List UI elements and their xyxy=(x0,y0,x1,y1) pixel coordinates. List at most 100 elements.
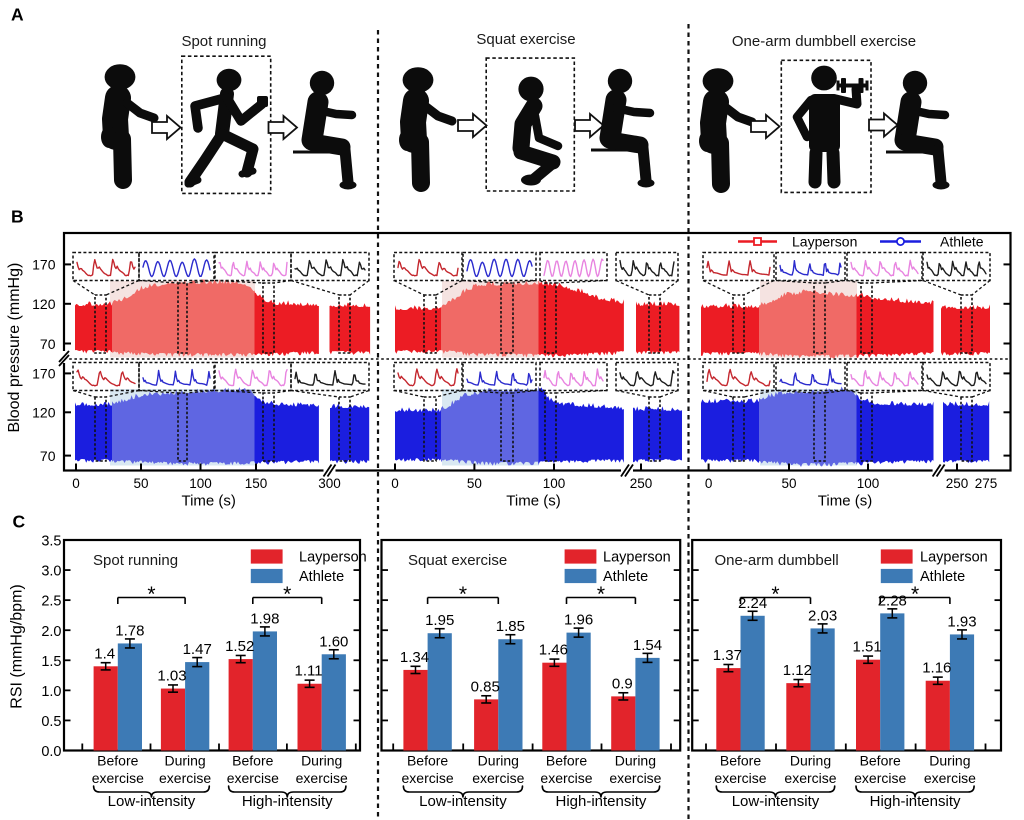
svg-text:120: 120 xyxy=(32,296,56,312)
svg-text:exercise: exercise xyxy=(609,770,661,786)
svg-text:During: During xyxy=(301,753,342,769)
svg-text:High-intensity: High-intensity xyxy=(870,793,961,810)
svg-text:250: 250 xyxy=(630,476,653,491)
svg-text:50: 50 xyxy=(133,476,148,491)
svg-text:1.0: 1.0 xyxy=(41,684,61,700)
svg-text:Before: Before xyxy=(232,753,273,769)
svg-text:50: 50 xyxy=(467,476,482,491)
svg-text:275: 275 xyxy=(975,476,998,491)
svg-text:exercise: exercise xyxy=(296,770,348,786)
svg-text:100: 100 xyxy=(543,476,566,491)
svg-text:1.11: 1.11 xyxy=(295,663,323,680)
svg-text:exercise: exercise xyxy=(854,770,906,786)
svg-text:1.5: 1.5 xyxy=(41,654,61,670)
svg-text:1.47: 1.47 xyxy=(183,641,212,658)
svg-text:0: 0 xyxy=(705,476,713,491)
svg-text:Athlete: Athlete xyxy=(299,569,344,585)
svg-text:Layperson: Layperson xyxy=(920,550,988,566)
svg-text:100: 100 xyxy=(857,476,880,491)
svg-text:Layperson: Layperson xyxy=(792,234,857,250)
svg-text:100: 100 xyxy=(189,476,212,491)
svg-text:0: 0 xyxy=(72,476,80,491)
svg-text:0.85: 0.85 xyxy=(471,678,500,695)
svg-text:exercise: exercise xyxy=(540,770,592,786)
svg-text:1.03: 1.03 xyxy=(157,668,186,685)
svg-text:A: A xyxy=(11,5,24,25)
svg-text:Layperson: Layperson xyxy=(603,550,671,566)
svg-text:3.0: 3.0 xyxy=(41,564,61,580)
svg-text:Low-intensity: Low-intensity xyxy=(108,793,196,810)
svg-text:2.03: 2.03 xyxy=(808,607,837,624)
svg-text:exercise: exercise xyxy=(92,770,144,786)
svg-text:1.52: 1.52 xyxy=(225,638,254,655)
svg-text:*: * xyxy=(147,583,155,606)
svg-text:exercise: exercise xyxy=(472,770,524,786)
svg-text:B: B xyxy=(11,207,24,227)
svg-text:1.54: 1.54 xyxy=(633,637,662,654)
svg-text:2.24: 2.24 xyxy=(738,595,767,612)
svg-text:0: 0 xyxy=(391,476,399,491)
svg-text:During: During xyxy=(478,753,519,769)
svg-text:2.0: 2.0 xyxy=(41,624,61,640)
svg-text:exercise: exercise xyxy=(159,770,211,786)
svg-text:1.60: 1.60 xyxy=(319,633,348,650)
svg-text:Blood pressure (mmHg): Blood pressure (mmHg) xyxy=(6,263,23,433)
svg-text:1.93: 1.93 xyxy=(947,613,976,630)
svg-text:Before: Before xyxy=(860,753,901,769)
svg-text:exercise: exercise xyxy=(402,770,454,786)
svg-text:Time (s): Time (s) xyxy=(181,493,235,510)
svg-text:High-intensity: High-intensity xyxy=(242,793,333,810)
svg-text:One-arm dumbbell: One-arm dumbbell xyxy=(715,552,839,569)
svg-text:*: * xyxy=(459,583,467,606)
svg-text:Spot running: Spot running xyxy=(93,552,178,569)
svg-text:70: 70 xyxy=(40,336,56,352)
svg-text:exercise: exercise xyxy=(714,770,766,786)
svg-text:1.78: 1.78 xyxy=(115,622,144,639)
svg-text:Squat exercise: Squat exercise xyxy=(408,552,507,569)
svg-text:Athlete: Athlete xyxy=(603,569,648,585)
svg-text:Squat exercise: Squat exercise xyxy=(476,31,575,48)
svg-text:One-arm dumbbell exercise: One-arm dumbbell exercise xyxy=(732,33,916,50)
svg-text:1.16: 1.16 xyxy=(922,660,951,677)
svg-text:170: 170 xyxy=(32,257,56,273)
svg-text:1.4: 1.4 xyxy=(94,645,115,662)
svg-text:During: During xyxy=(929,753,970,769)
svg-text:Time (s): Time (s) xyxy=(818,493,872,510)
svg-text:50: 50 xyxy=(781,476,796,491)
svg-text:During: During xyxy=(615,753,656,769)
svg-text:Before: Before xyxy=(720,753,761,769)
svg-text:170: 170 xyxy=(32,366,56,382)
svg-text:1.46: 1.46 xyxy=(539,642,568,659)
svg-text:2.28: 2.28 xyxy=(878,592,907,609)
svg-text:120: 120 xyxy=(32,405,56,421)
svg-text:1.85: 1.85 xyxy=(496,618,525,635)
svg-text:High-intensity: High-intensity xyxy=(556,793,647,810)
svg-text:0.5: 0.5 xyxy=(41,714,61,730)
svg-text:During: During xyxy=(164,753,205,769)
svg-text:Layperson: Layperson xyxy=(299,550,367,566)
svg-text:1.12: 1.12 xyxy=(783,662,812,679)
svg-text:70: 70 xyxy=(40,448,56,464)
svg-text:300: 300 xyxy=(318,476,341,491)
svg-text:150: 150 xyxy=(245,476,268,491)
svg-text:250: 250 xyxy=(946,476,969,491)
svg-text:*: * xyxy=(911,583,919,606)
svg-text:1.96: 1.96 xyxy=(564,612,593,629)
svg-text:Spot running: Spot running xyxy=(181,33,266,50)
svg-text:Low-intensity: Low-intensity xyxy=(732,793,820,810)
svg-text:*: * xyxy=(597,583,605,606)
svg-text:Low-intensity: Low-intensity xyxy=(419,793,507,810)
svg-text:exercise: exercise xyxy=(227,770,279,786)
svg-text:Before: Before xyxy=(97,753,138,769)
svg-text:1.51: 1.51 xyxy=(852,639,881,656)
svg-text:1.37: 1.37 xyxy=(713,647,742,664)
svg-text:RSI (mmHg/bpm): RSI (mmHg/bpm) xyxy=(9,584,26,708)
svg-text:1.34: 1.34 xyxy=(400,649,429,666)
svg-text:Before: Before xyxy=(546,753,587,769)
svg-text:0.9: 0.9 xyxy=(612,675,633,692)
svg-text:0.0: 0.0 xyxy=(41,744,61,760)
svg-text:3.5: 3.5 xyxy=(41,534,61,550)
svg-text:Before: Before xyxy=(407,753,448,769)
svg-text:1.98: 1.98 xyxy=(250,610,279,627)
svg-text:During: During xyxy=(790,753,831,769)
